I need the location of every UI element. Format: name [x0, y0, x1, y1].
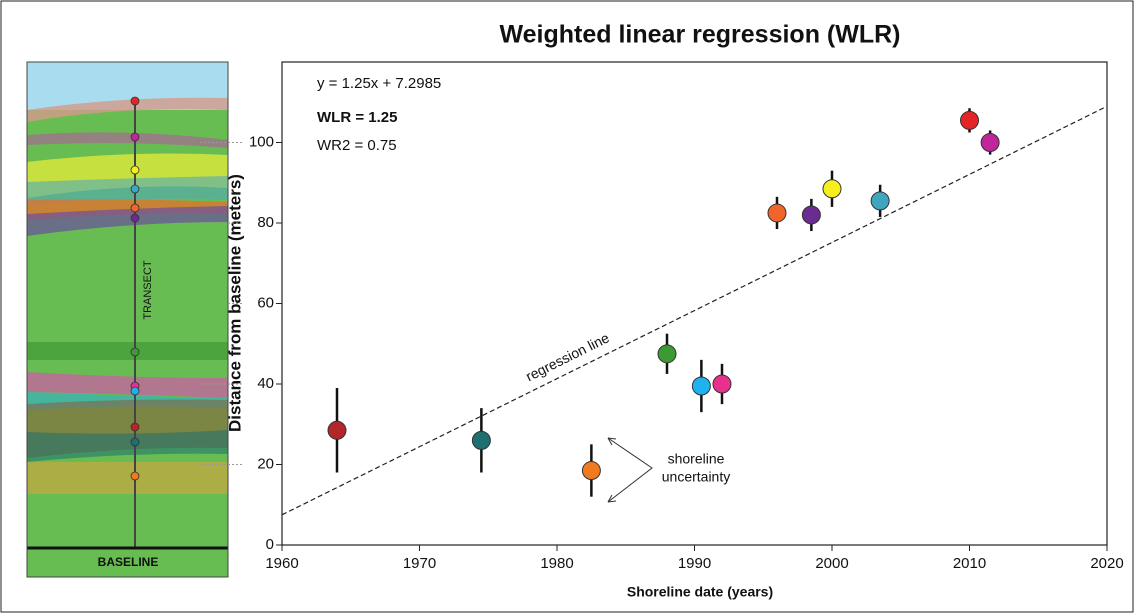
- band: [27, 132, 228, 148]
- data-point: [801, 205, 821, 225]
- bracket-arrows: [607, 437, 617, 503]
- data-point: [960, 110, 979, 130]
- panel-dot: [130, 347, 140, 357]
- band: [27, 372, 228, 398]
- panel-border: [26, 61, 229, 578]
- panel-dot: [130, 96, 140, 106]
- y-axis-label: Distance from baseline (meters): [225, 174, 244, 432]
- wlr: WLR = 1.25: [317, 109, 397, 126]
- panel-dot: [130, 213, 140, 223]
- transect-label: TRANSECT: [142, 260, 154, 320]
- x-tick-label: 2010: [953, 555, 986, 572]
- uncertainty-label: uncertainty: [662, 469, 730, 485]
- chart-title: Weighted linear regression (WLR): [500, 21, 901, 49]
- data-point: [691, 376, 711, 396]
- band: [27, 342, 228, 360]
- baseline-box: [26, 547, 229, 578]
- x-axis-label: Shoreline date (years): [627, 584, 773, 600]
- regression-label: regression line: [523, 329, 612, 384]
- panel-dot: [130, 132, 140, 142]
- y-tick-label: 80: [257, 214, 274, 231]
- x-tick-label: 2020: [1090, 555, 1123, 572]
- data-point: [471, 430, 491, 450]
- equation: y = 1.25x + 7.2985: [317, 75, 441, 92]
- panel-dot: [130, 165, 140, 175]
- y-tick-label: 100: [249, 133, 274, 150]
- panel-dot: [130, 386, 140, 396]
- panel-dot: [130, 422, 140, 432]
- data-point: [822, 179, 842, 199]
- data-point: [712, 374, 732, 394]
- panel-dot: [130, 437, 140, 447]
- regression-line: [281, 105, 1108, 516]
- x-tick-label: 1990: [678, 555, 711, 572]
- panel-dot: [130, 471, 140, 481]
- uncertainty-label: shoreline: [668, 451, 725, 467]
- data-point: [327, 420, 347, 440]
- data-point: [980, 133, 1000, 152]
- x-tick-label: 1970: [403, 555, 436, 572]
- y-tick-label: 40: [257, 375, 274, 392]
- x-tick-label: 1980: [540, 555, 573, 572]
- baseline-label: BASELINE: [98, 555, 159, 569]
- x-tick-label: 2000: [815, 555, 848, 572]
- band: [27, 206, 228, 236]
- band: [27, 97, 228, 122]
- y-tick-label: 0: [266, 536, 274, 553]
- band: [27, 462, 228, 494]
- panel-dot: [130, 184, 140, 194]
- uncertainty-bracket: [607, 437, 653, 503]
- panel-dots: [130, 96, 140, 481]
- panel-dot: [130, 203, 140, 213]
- y-tick-label: 60: [257, 294, 274, 311]
- data-point: [657, 344, 677, 364]
- wr2: WR2 = 0.75: [317, 137, 397, 154]
- data-point: [767, 203, 787, 223]
- band: [27, 430, 228, 462]
- data-point: [581, 461, 601, 481]
- y-tick-label: 20: [257, 455, 274, 472]
- transect-panel: TRANSECT BASELINE: [26, 61, 229, 578]
- data-point: [870, 191, 890, 211]
- x-tick-label: 1960: [265, 555, 298, 572]
- band: [27, 176, 228, 206]
